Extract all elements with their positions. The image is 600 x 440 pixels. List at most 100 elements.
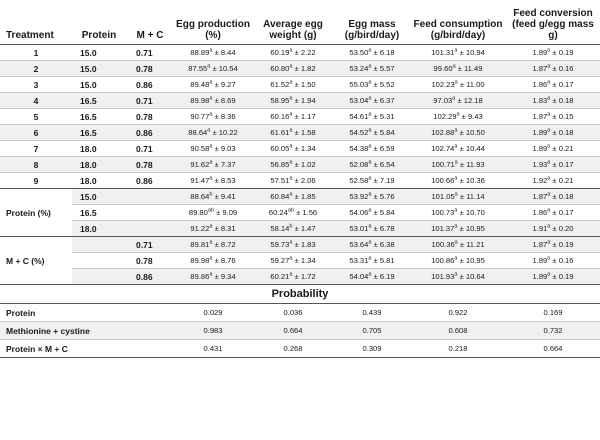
feed-consumption-cell: 100.66a ± 10.36 — [410, 172, 506, 189]
cell-value: 54.61a ± 5.31 — [349, 111, 395, 121]
egg-mass-cell: 53.31a ± 5.81 — [334, 252, 410, 269]
mc-level: 0.71 — [126, 236, 174, 253]
feed-consumption-cell: 102.23a ± 11.00 — [410, 76, 506, 93]
cell-value: 100.86a ± 10.95 — [431, 255, 485, 265]
significance-letter: a — [547, 79, 551, 86]
significance-letter: a — [289, 191, 293, 198]
table-row: 8 18.0 0.78 91.62a ± 7.37 56.85a ± 1.02 52.08… — [0, 156, 600, 173]
header-feed-consumption: Feed consumption (g/bird/day) — [410, 0, 506, 45]
treatment-id: 4 — [0, 92, 72, 109]
feed-consumption-cell: 102.29a ± 9.43 — [410, 108, 506, 125]
cell-value: 97.03a ± 12.18 — [433, 95, 483, 105]
significance-letter: a — [368, 191, 372, 198]
treatment-id: 8 — [0, 156, 72, 173]
probability-value: 0.705 — [334, 321, 410, 340]
probability-value: 0.036 — [252, 303, 334, 322]
treatment-id: 7 — [0, 140, 72, 157]
egg-weight-cell: 60.05a ± 1.34 — [252, 140, 334, 157]
significance-letter: a — [547, 175, 551, 182]
cell-value: 99.60a ± 11.49 — [433, 63, 483, 73]
mc-level: 0.86 — [126, 172, 174, 189]
significance-letter: a — [454, 47, 458, 54]
egg-production-cell: 89.81a ± 8.72 — [174, 236, 252, 253]
feed-conversion-cell: 1.89a ± 0.18 — [506, 124, 600, 141]
protein-level — [72, 252, 126, 269]
header-feed-conversion: Feed conversion (feed g/egg mass g) — [506, 0, 600, 45]
table-row: Protein 0.029 0.036 0.439 0.922 0.169 — [0, 303, 600, 322]
significance-letter: a — [289, 127, 293, 134]
header-egg-weight: Average egg weight (g) — [252, 0, 334, 45]
significance-letter: a — [547, 207, 551, 214]
egg-production-cell: 88.64b ± 9.41 — [174, 188, 252, 205]
egg-production-cell: 89.98a ± 8.69 — [174, 92, 252, 109]
probability-value: 0.732 — [506, 321, 600, 340]
protein-level: 18.0 — [72, 140, 126, 157]
probability-value: 0.431 — [174, 339, 252, 358]
cell-value: 101.05a ± 11.14 — [431, 191, 485, 201]
cell-value: 101.31a ± 10.94 — [431, 47, 485, 57]
cell-value: 91.62a ± 7.37 — [190, 159, 236, 169]
cell-value: 53.64a ± 6.38 — [349, 239, 395, 249]
feed-consumption-cell: 101.31a ± 10.94 — [410, 44, 506, 61]
significance-letter: a — [547, 239, 551, 246]
significance-letter: a — [207, 127, 211, 134]
egg-mass-cell: 53.64a ± 6.38 — [334, 236, 410, 253]
table-row: 1 15.0 0.71 88.89a ± 8.44 60.19a ± 2.22 53.50… — [0, 44, 600, 61]
feed-consumption-cell: 100.86a ± 10.95 — [410, 252, 506, 269]
protein-level: 16.5 — [72, 108, 126, 125]
cell-value: 1.89a ± 0.19 — [532, 271, 574, 281]
egg-weight-cell: 58.95a ± 1.94 — [252, 92, 334, 109]
probability-value: 0.608 — [410, 321, 506, 340]
mc-level: 0.78 — [126, 108, 174, 125]
cell-value: 89.98a ± 8.69 — [190, 95, 236, 105]
cell-value: 1.91a ± 0.20 — [532, 223, 574, 233]
treatment-id: 1 — [0, 44, 72, 61]
protein-level — [72, 236, 126, 253]
feed-conversion-cell: 1.93a ± 0.17 — [506, 156, 600, 173]
probability-label: Methionine + cystine — [0, 321, 174, 340]
egg-weight-cell: 61.52a ± 1.50 — [252, 76, 334, 93]
significance-letter: a — [368, 239, 372, 246]
significance-letter: a — [209, 271, 213, 278]
table-row: Methionine + cystine 0.983 0.664 0.705 0.608… — [0, 321, 600, 340]
feed-consumption-cell: 100.73a ± 10.70 — [410, 204, 506, 221]
egg-mass-cell: 53.50a ± 6.18 — [334, 44, 410, 61]
cell-value: 61.61a ± 1.58 — [270, 127, 316, 137]
header-treatment: Treatment — [0, 0, 72, 45]
significance-letter: b — [289, 223, 293, 230]
cell-value: 55.03a ± 5.52 — [349, 79, 395, 89]
probability-label: Protein — [0, 303, 174, 322]
cell-value: 52.08a ± 6.54 — [349, 159, 395, 169]
egg-weight-cell: 56.85a ± 1.02 — [252, 156, 334, 173]
mc-level: 0.71 — [126, 44, 174, 61]
table-row: 16.5 89.80ab ± 9.09 60.24ab ± 1.56 54.06a ±… — [0, 204, 600, 221]
cell-value: 102.74a ± 10.44 — [431, 143, 485, 153]
egg-mass-cell: 53.04a ± 6.37 — [334, 92, 410, 109]
egg-weight-cell: 59.73a ± 1.83 — [252, 236, 334, 253]
table-row: Protein × M + C 0.431 0.268 0.309 0.218 0.664 — [0, 339, 600, 358]
feed-consumption-cell: 97.03a ± 12.18 — [410, 92, 506, 109]
feed-conversion-cell: 1.87a ± 0.16 — [506, 60, 600, 77]
significance-letter: a — [209, 239, 213, 246]
mc-level — [126, 204, 174, 221]
feed-conversion-cell: 1.89a ± 0.16 — [506, 252, 600, 269]
table-row: 0.78 89.98a ± 8.76 59.27a ± 1.34 53.31a ± 5… — [0, 252, 600, 269]
significance-letter: a — [209, 223, 213, 230]
egg-mass-cell: 54.38a ± 6.59 — [334, 140, 410, 157]
cell-value: 1.87a ± 0.16 — [532, 63, 574, 73]
significance-letter: a — [547, 191, 551, 198]
egg-weight-cell: 58.14b ± 1.47 — [252, 220, 334, 237]
cell-value: 88.64a ± 10.22 — [188, 127, 238, 137]
mc-level: 0.78 — [126, 252, 174, 269]
feed-conversion-cell: 1.86a ± 0.17 — [506, 204, 600, 221]
cell-value: 57.51a ± 2.06 — [270, 175, 316, 185]
cell-value: 60.05a ± 1.34 — [270, 143, 316, 153]
cell-value: 102.88a ± 10.50 — [431, 127, 485, 137]
significance-letter: a — [209, 255, 213, 262]
significance-letter: a — [454, 79, 458, 86]
cell-value: 60.80a ± 1.82 — [270, 63, 316, 73]
feed-conversion-cell: 1.87a ± 0.18 — [506, 188, 600, 205]
mc-level: 0.71 — [126, 140, 174, 157]
feed-consumption-cell: 102.88a ± 10.50 — [410, 124, 506, 141]
egg-production-cell: 90.77a ± 8.36 — [174, 108, 252, 125]
